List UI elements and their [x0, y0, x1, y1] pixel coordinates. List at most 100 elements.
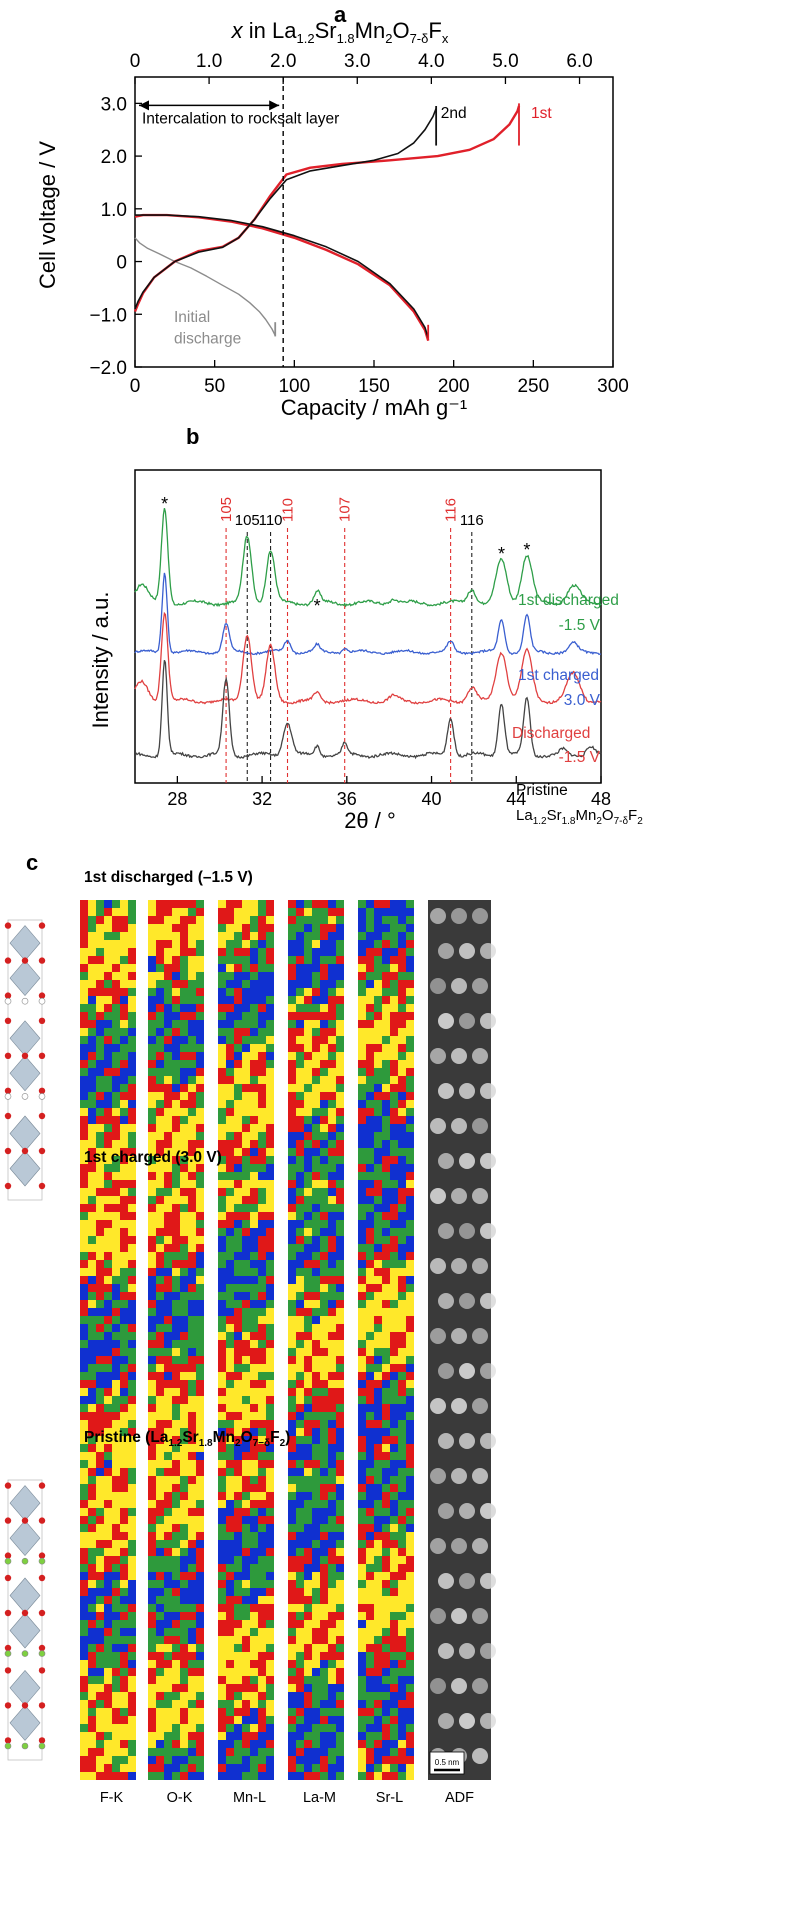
eels-map-pixel	[242, 1412, 250, 1420]
eels-row-2: Pristine (La1.2Sr1.8Mn2O7−δF2)F-K O-K Mn-L…	[4, 1429, 496, 1806]
eels-map-pixel	[328, 1676, 336, 1684]
eels-map-pixel	[128, 932, 136, 940]
eels-map-pixel	[382, 1268, 390, 1276]
eels-map-pixel	[172, 1660, 180, 1668]
eels-map-pixel	[80, 908, 88, 916]
eels-map-pixel	[218, 1764, 226, 1772]
eels-map-pixel	[288, 1076, 296, 1084]
eels-map-pixel	[250, 1260, 258, 1268]
eels-map-pixel	[80, 1356, 88, 1364]
eels-map-pixel	[120, 1092, 128, 1100]
eels-map-pixel	[218, 1172, 226, 1180]
eels-map-pixel	[156, 1556, 164, 1564]
eels-map-pixel	[96, 1092, 104, 1100]
eels-map-pixel	[226, 1444, 234, 1452]
eels-map-pixel	[374, 948, 382, 956]
eels-map-pixel	[390, 1692, 398, 1700]
eels-map-pixel	[180, 1196, 188, 1204]
eels-map-pixel	[180, 1052, 188, 1060]
eels-map-pixel	[288, 1020, 296, 1028]
eels-map-pixel	[304, 1332, 312, 1340]
eels-map-pixel	[120, 1732, 128, 1740]
eels-map-pixel	[128, 1564, 136, 1572]
eels-map-pixel	[398, 1644, 406, 1652]
eels-map-pixel	[336, 1404, 344, 1412]
eels-map-pixel	[164, 1156, 172, 1164]
eels-map-pixel	[312, 924, 320, 932]
eels-map-pixel	[180, 1580, 188, 1588]
eels-map-pixel	[180, 996, 188, 1004]
eels-map-pixel	[196, 1036, 204, 1044]
eels-map-pixel	[180, 1724, 188, 1732]
eels-map-pixel	[250, 1468, 258, 1476]
eels-map-pixel	[148, 1452, 156, 1460]
eels-map-pixel	[234, 1300, 242, 1308]
eels-map-pixel	[112, 1660, 120, 1668]
eels-map-pixel	[226, 1732, 234, 1740]
eels-map-pixel	[358, 1524, 366, 1532]
eels-map-pixel	[188, 1260, 196, 1268]
eels-map-pixel	[148, 1388, 156, 1396]
eels-map-pixel	[242, 1516, 250, 1524]
eels-map-pixel	[366, 1284, 374, 1292]
eels-map-pixel	[366, 996, 374, 1004]
eels-map-pixel	[328, 1444, 336, 1452]
eels-map-pixel	[258, 1692, 266, 1700]
eels-map-pixel	[406, 1252, 414, 1260]
eels-map-pixel	[250, 1668, 258, 1676]
eels-map-pixel	[80, 1428, 88, 1436]
eels-map-pixel	[296, 1476, 304, 1484]
eels-map-pixel	[242, 1764, 250, 1772]
eels-map-pixel	[320, 1476, 328, 1484]
eels-map-pixel	[288, 1580, 296, 1588]
eels-map-pixel	[304, 1124, 312, 1132]
eels-map-pixel	[148, 1244, 156, 1252]
eels-map-pixel	[112, 1740, 120, 1748]
eels-map-pixel	[358, 1212, 366, 1220]
eels-map-pixel	[312, 1124, 320, 1132]
eels-map-pixel	[406, 1020, 414, 1028]
eels-map-pixel	[218, 1420, 226, 1428]
eels-map-pixel	[320, 1164, 328, 1172]
eels-map-pixel	[266, 1068, 274, 1076]
eels-map-pixel	[148, 1156, 156, 1164]
eels-map-pixel	[112, 1484, 120, 1492]
eels-map-pixel	[296, 1388, 304, 1396]
eels-map-pixel	[382, 1148, 390, 1156]
adf-atom-column	[430, 1678, 446, 1694]
eels-map-pixel	[96, 908, 104, 916]
eels-map-pixel	[96, 1084, 104, 1092]
eels-map-pixel	[406, 1476, 414, 1484]
eels-map-pixel	[104, 1740, 112, 1748]
eels-map-pixel	[406, 1596, 414, 1604]
eels-map-pixel	[112, 1028, 120, 1036]
eels-map-pixel	[242, 1660, 250, 1668]
eels-map-pixel	[296, 1324, 304, 1332]
panel-a-label: a	[334, 2, 347, 27]
eels-map-pixel	[374, 1148, 382, 1156]
eels-map-pixel	[234, 1572, 242, 1580]
eels-map-pixel	[104, 1492, 112, 1500]
eels-map-pixel	[234, 1620, 242, 1628]
eels-map-pixel	[288, 1404, 296, 1412]
eels-map-pixel	[374, 1132, 382, 1140]
eels-map-pixel	[218, 1604, 226, 1612]
eels-map-pixel	[382, 1044, 390, 1052]
eels-map-pixel	[164, 916, 172, 924]
eels-map-pixel	[234, 940, 242, 948]
eels-map-pixel	[120, 1188, 128, 1196]
eels-map-pixel	[242, 1284, 250, 1292]
eels-map-pixel	[312, 948, 320, 956]
eels-map-pixel	[188, 1588, 196, 1596]
eels-map-pixel	[120, 980, 128, 988]
eels-map-pixel	[250, 972, 258, 980]
eels-map-pixel	[242, 1420, 250, 1428]
eels-map-pixel	[226, 1452, 234, 1460]
eels-map-pixel	[258, 940, 266, 948]
eels-map-pixel	[104, 1036, 112, 1044]
eels-map-pixel	[250, 1540, 258, 1548]
eels-map-pixel	[242, 1484, 250, 1492]
eels-map-pixel	[120, 1572, 128, 1580]
eels-map-pixel	[226, 1076, 234, 1084]
